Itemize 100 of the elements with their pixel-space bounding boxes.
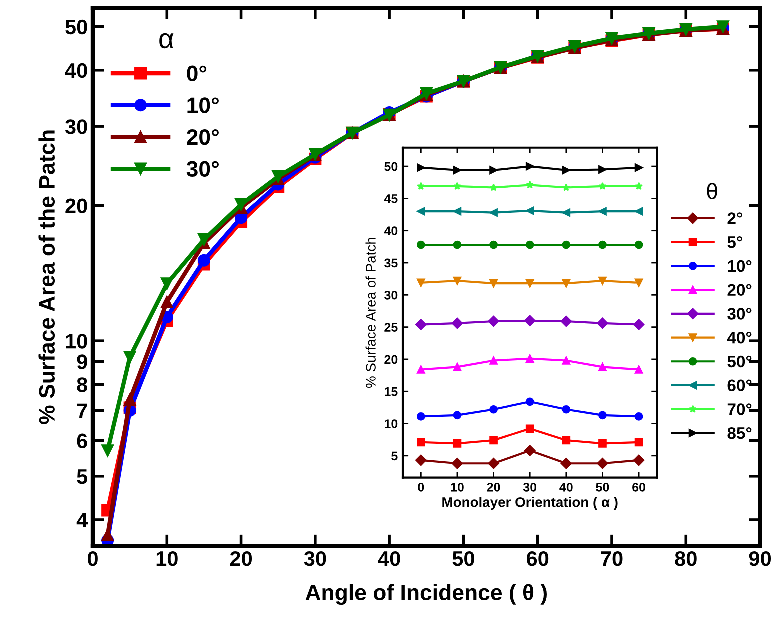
point bbox=[124, 351, 136, 364]
point bbox=[598, 363, 607, 372]
point bbox=[524, 445, 536, 456]
point bbox=[560, 458, 572, 470]
point bbox=[634, 438, 644, 447]
point bbox=[453, 411, 462, 420]
x-tick-label: 70 bbox=[601, 551, 623, 566]
x-tick-label: 90 bbox=[749, 551, 772, 566]
y-tick-label: 7 bbox=[77, 404, 88, 418]
point bbox=[416, 207, 426, 216]
point bbox=[160, 296, 174, 308]
x-axis-title: Monolayer Orientation ( α ) bbox=[442, 497, 618, 510]
legend-label: 20° bbox=[728, 284, 752, 296]
point bbox=[526, 181, 534, 189]
point bbox=[562, 356, 571, 365]
y-tick-label: 30 bbox=[384, 290, 398, 300]
point bbox=[562, 208, 571, 218]
x-tick-label: 0 bbox=[418, 482, 424, 492]
y-tick-label: 4 bbox=[76, 513, 88, 528]
legend-label: 50° bbox=[728, 356, 752, 368]
y-tick-label: 8 bbox=[77, 378, 88, 392]
point bbox=[453, 440, 462, 448]
point bbox=[416, 319, 427, 330]
point bbox=[634, 412, 644, 421]
point bbox=[562, 240, 571, 250]
point bbox=[490, 279, 498, 288]
legend-label: 85° bbox=[728, 427, 752, 440]
point bbox=[416, 240, 426, 250]
point bbox=[416, 454, 427, 466]
legend-label: 30° bbox=[186, 161, 219, 178]
point bbox=[453, 240, 462, 250]
legend-label: 0° bbox=[187, 66, 207, 82]
y-tick-label: 6 bbox=[77, 434, 88, 449]
x-tick-label: 0 bbox=[88, 551, 98, 566]
point bbox=[597, 318, 608, 330]
y-axis-title: % Surface Area of the Patch bbox=[38, 130, 56, 424]
point bbox=[272, 170, 285, 184]
point bbox=[598, 276, 607, 286]
point bbox=[452, 458, 464, 470]
point bbox=[562, 436, 571, 445]
point bbox=[416, 278, 426, 288]
legend-label: 60° bbox=[728, 380, 752, 392]
point bbox=[598, 166, 607, 174]
point bbox=[524, 315, 536, 326]
point bbox=[598, 411, 607, 420]
x-tick-label: 20 bbox=[487, 482, 500, 492]
y-tick-label: 10 bbox=[385, 420, 398, 428]
y-tick-label: 20 bbox=[66, 198, 88, 214]
legend-label: 2° bbox=[728, 212, 742, 224]
y-tick-label: 40 bbox=[384, 226, 398, 236]
point bbox=[634, 164, 644, 172]
point bbox=[526, 240, 534, 250]
point bbox=[490, 166, 498, 175]
point bbox=[562, 279, 571, 288]
point bbox=[562, 405, 571, 414]
point bbox=[416, 412, 426, 421]
y-axis-title: % Surface Area of Patch bbox=[366, 238, 376, 388]
point bbox=[453, 166, 462, 175]
x-tick-label: 60 bbox=[632, 482, 646, 492]
legend-label: 40° bbox=[727, 332, 752, 344]
point bbox=[633, 454, 645, 466]
point bbox=[526, 424, 534, 434]
point bbox=[598, 440, 607, 448]
point bbox=[488, 316, 500, 328]
x-tick-label: 30 bbox=[523, 482, 537, 492]
y-tick-label: 5 bbox=[77, 470, 88, 484]
x-tick-label: 10 bbox=[156, 551, 178, 566]
legend-label: 10° bbox=[728, 260, 752, 272]
point bbox=[526, 354, 534, 363]
x-tick-label: 10 bbox=[451, 482, 464, 492]
point bbox=[598, 240, 607, 250]
point bbox=[635, 182, 644, 190]
legend-label: 10° bbox=[188, 98, 219, 114]
point bbox=[102, 528, 114, 542]
point bbox=[416, 164, 426, 172]
y-tick-label: 20 bbox=[384, 355, 398, 364]
point bbox=[526, 206, 534, 216]
point bbox=[416, 438, 426, 447]
point bbox=[198, 254, 210, 267]
point bbox=[562, 166, 571, 175]
y-tick-label: 25 bbox=[384, 323, 398, 332]
x-tick-label: 40 bbox=[560, 482, 573, 492]
point bbox=[490, 436, 498, 445]
point bbox=[490, 208, 498, 218]
point bbox=[453, 363, 462, 372]
point bbox=[160, 278, 174, 290]
point bbox=[488, 458, 500, 470]
y-tick-label: 5 bbox=[392, 452, 398, 461]
y-tick-label: 30 bbox=[65, 120, 88, 134]
point bbox=[490, 405, 498, 414]
point bbox=[598, 207, 607, 216]
point bbox=[526, 398, 534, 406]
x-tick-label: 30 bbox=[304, 551, 326, 566]
x-axis-title: Angle of Incidence ( θ ) bbox=[306, 584, 547, 606]
point bbox=[560, 316, 572, 328]
point bbox=[526, 279, 534, 288]
x-tick-label: 20 bbox=[230, 551, 252, 566]
point bbox=[526, 162, 534, 171]
x-tick-label: 80 bbox=[675, 551, 697, 566]
point bbox=[490, 184, 498, 192]
